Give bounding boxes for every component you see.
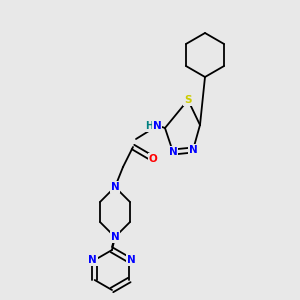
Text: N: N — [169, 147, 177, 157]
Text: N: N — [189, 145, 197, 155]
Text: N: N — [88, 255, 97, 265]
Text: N: N — [111, 232, 119, 242]
Text: N: N — [111, 182, 119, 192]
Text: N: N — [153, 121, 161, 131]
Text: O: O — [148, 154, 158, 164]
Text: S: S — [184, 95, 192, 105]
Text: N: N — [127, 255, 136, 265]
Text: H: H — [145, 121, 153, 131]
